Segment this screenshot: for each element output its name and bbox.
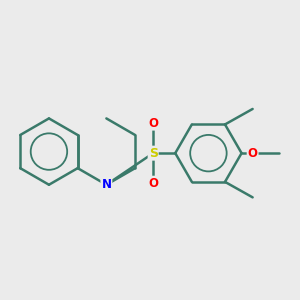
- Text: O: O: [248, 147, 258, 160]
- Text: S: S: [149, 147, 158, 160]
- Text: N: N: [101, 178, 111, 191]
- Text: O: O: [148, 177, 158, 190]
- Text: O: O: [148, 117, 158, 130]
